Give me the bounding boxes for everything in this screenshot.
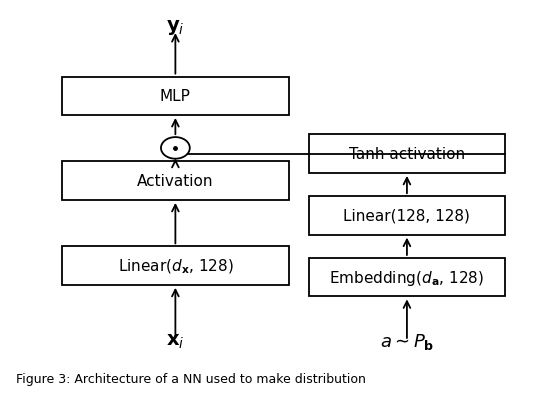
Text: MLP: MLP — [160, 89, 191, 104]
Text: Linear($d_{\mathbf{x}}$, 128): Linear($d_{\mathbf{x}}$, 128) — [117, 257, 233, 275]
Circle shape — [161, 138, 190, 159]
Text: Linear(128, 128): Linear(128, 128) — [344, 209, 471, 223]
Text: $\mathbf{y}_i$: $\mathbf{y}_i$ — [166, 18, 185, 37]
Text: Figure 3: Architecture of a NN used to make distribution: Figure 3: Architecture of a NN used to m… — [16, 372, 366, 385]
FancyBboxPatch shape — [62, 247, 288, 285]
FancyBboxPatch shape — [309, 196, 505, 235]
Text: Embedding($d_{\mathbf{a}}$, 128): Embedding($d_{\mathbf{a}}$, 128) — [329, 268, 485, 287]
Text: Activation: Activation — [137, 174, 214, 189]
FancyBboxPatch shape — [309, 135, 505, 174]
Text: Tanh activation: Tanh activation — [349, 147, 465, 162]
FancyBboxPatch shape — [62, 77, 288, 116]
FancyBboxPatch shape — [62, 162, 288, 200]
FancyBboxPatch shape — [309, 258, 505, 297]
Text: $\mathbf{x}_i$: $\mathbf{x}_i$ — [166, 332, 184, 350]
Text: $a \sim P_{\mathbf{b}}$: $a \sim P_{\mathbf{b}}$ — [379, 331, 434, 351]
